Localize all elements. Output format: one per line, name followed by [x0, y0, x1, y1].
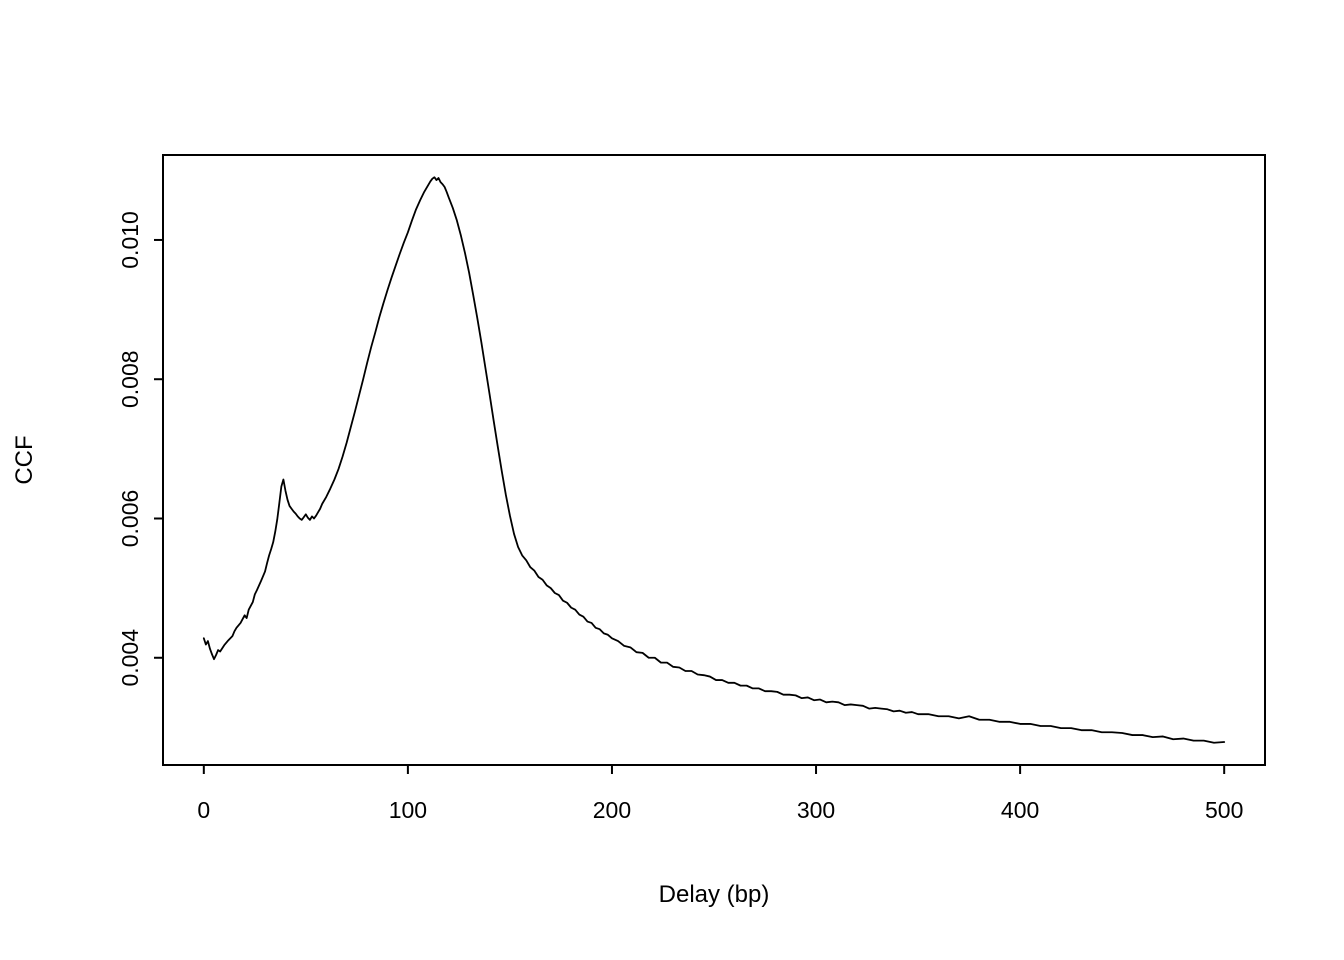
y-tick-label: 0.010 — [117, 211, 143, 269]
data-line-layer — [202, 176, 1226, 744]
plot-box — [162, 154, 1266, 766]
y-tick-label: 0.004 — [117, 629, 143, 687]
y-axis-label: CCF — [11, 435, 38, 484]
x-tick-label: 200 — [593, 797, 631, 823]
ccf-line — [202, 176, 1226, 744]
x-tick-label: 0 — [197, 797, 210, 823]
x-tick-label: 100 — [389, 797, 427, 823]
y-tick-label: 0.006 — [117, 490, 143, 548]
y-tick-label: 0.008 — [117, 350, 143, 408]
x-tick-label: 400 — [1001, 797, 1039, 823]
x-axis-label: Delay (bp) — [659, 881, 770, 908]
x-tick-label: 500 — [1205, 797, 1243, 823]
x-tick-label: 300 — [797, 797, 835, 823]
axis-ticks: 0 100 200 300 400 500 0.004 0.006 0.008 0.010 — [117, 211, 1243, 823]
